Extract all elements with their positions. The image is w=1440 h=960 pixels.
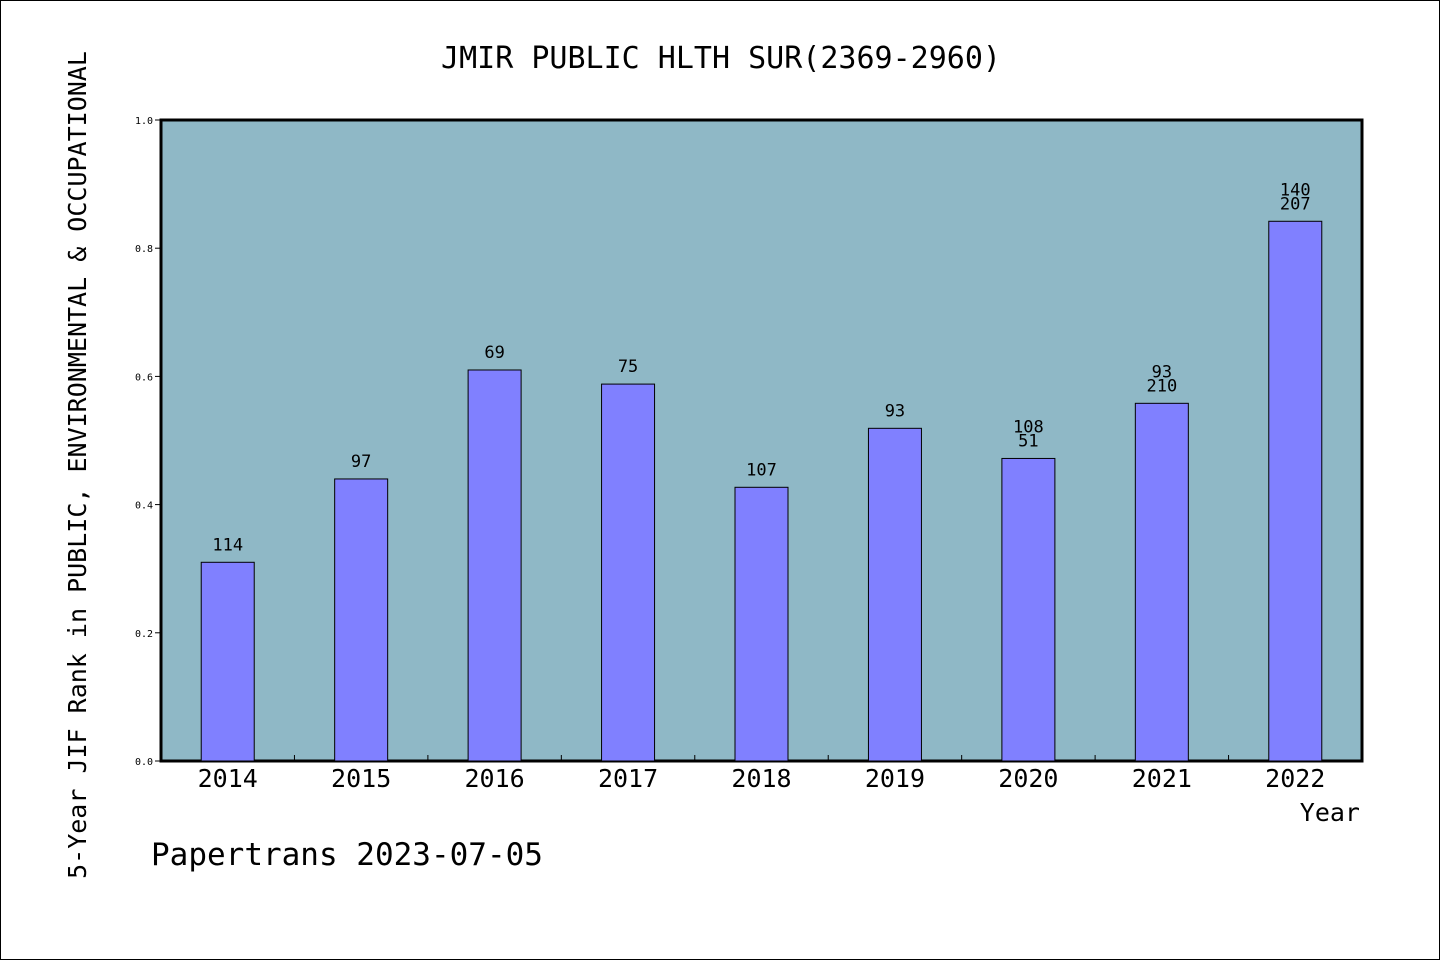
x-tick-label: 2020 [998,764,1058,793]
y-tick-label: 0.8 [135,244,153,255]
y-tick-label: 0.2 [135,629,153,640]
chart-title: JMIR PUBLIC HLTH SUR(2369-2960) [441,41,1001,76]
x-tick-label: 2022 [1265,764,1325,793]
x-axis-label: Year [1300,798,1360,827]
y-tick-label: 1.0 [135,116,153,127]
x-tick-label: 2016 [465,764,525,793]
x-tick-label: 2014 [198,764,258,793]
bar-2015 [334,478,389,762]
bar-2016 [467,369,522,762]
bar-2014 [200,561,255,762]
y-axis: 0.0 0.2 0.4 0.6 0.8 1.0 [135,116,161,768]
bar-label: 69 [484,343,504,363]
bar-2017 [601,383,656,762]
y-tick-label: 0.4 [135,501,153,512]
bar-label: 140 [1280,180,1311,200]
bar-label: 210 [1146,376,1177,396]
bar-label: 75 [618,357,638,377]
bar-2022 [1268,220,1323,762]
y-tick-label: 0.6 [135,372,153,383]
x-axis: 2014 2015 2016 2017 2018 2019 2020 2021 2022 [198,755,1325,793]
bar-2018 [734,486,789,762]
x-tick-label: 2018 [731,764,791,793]
bar-label: 207 [1280,194,1311,214]
bar-2020 [1001,457,1056,762]
bar-label: 93 [885,401,905,421]
bar-label: 107 [746,460,777,480]
y-axis-label: 5-Year JIF Rank in PUBLIC, ENVIRONMENTAL… [63,51,92,879]
bar-2019 [867,427,922,762]
bar-label: 93 [1152,362,1172,382]
x-tick-label: 2019 [865,764,925,793]
bar-2021 [1134,402,1189,762]
x-tick-label: 2017 [598,764,658,793]
bar-label: 108 [1013,417,1044,437]
bars [200,220,1323,762]
x-tick-label: 2021 [1132,764,1192,793]
x-tick-label: 2015 [331,764,391,793]
bar-label: 51 [1018,431,1038,451]
y-tick-label: 0.0 [135,757,153,768]
bar-label: 97 [351,452,371,472]
bar-label: 114 [212,535,243,555]
footer-credit: Papertrans 2023-07-05 [151,837,543,873]
